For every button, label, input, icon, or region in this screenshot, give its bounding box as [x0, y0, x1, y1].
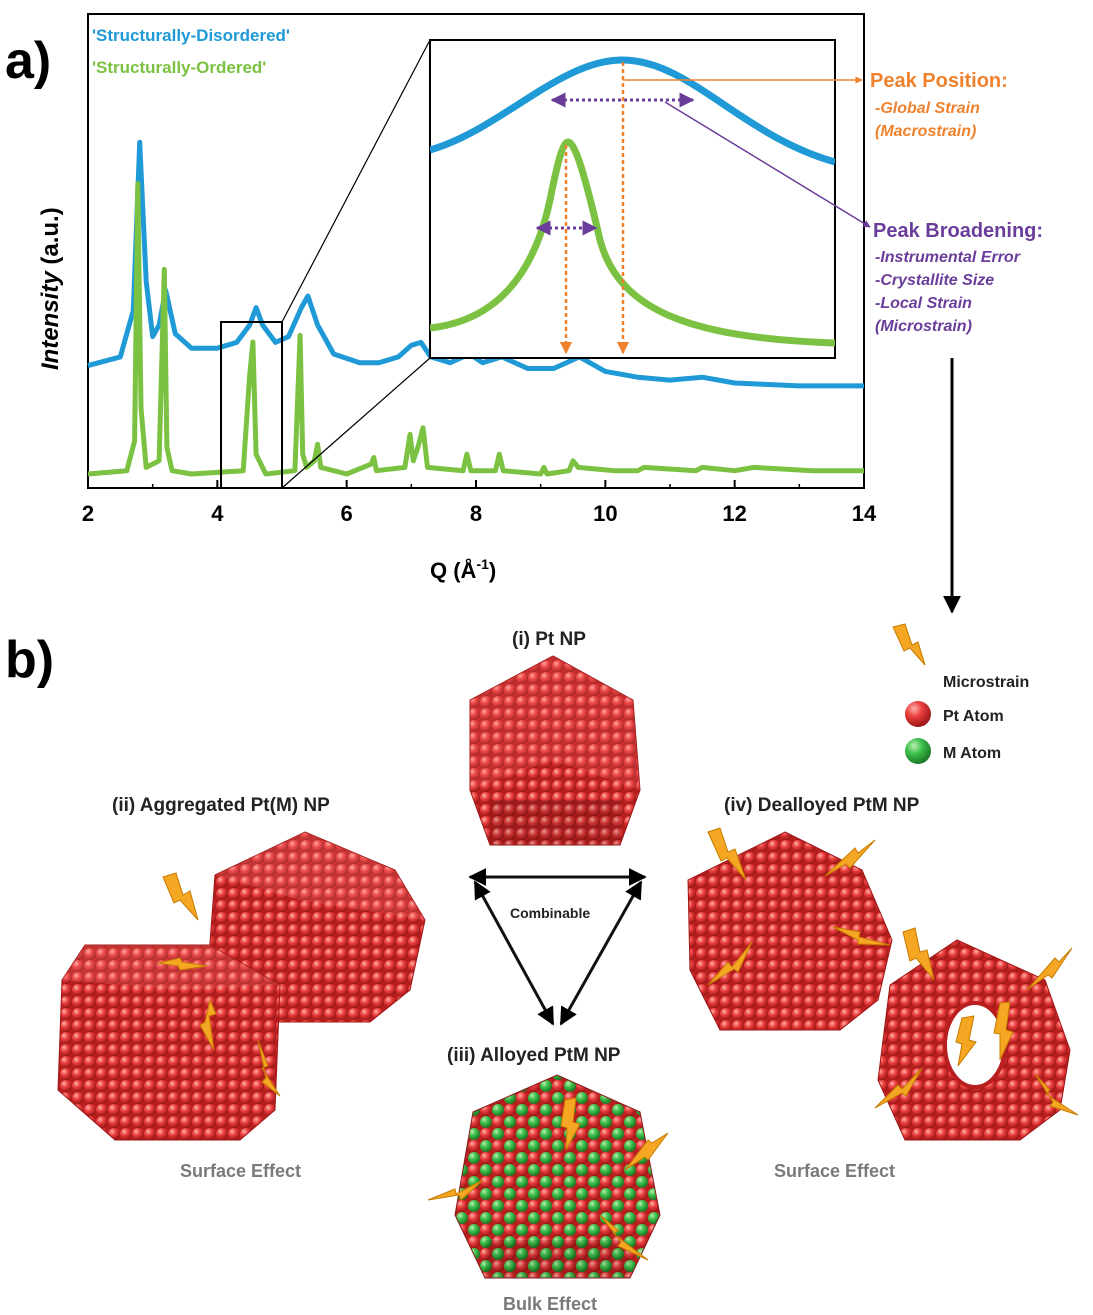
legend-pt-atom-label: Pt Atom [943, 708, 1004, 725]
aggregated-nanoparticle [57, 831, 426, 1141]
x-axis-label: Q (Å-1) [430, 556, 496, 583]
np-iii-title: (iii) Alloyed PtM NP [447, 1045, 621, 1066]
x-tick-label: 10 [593, 501, 617, 526]
np-iv-title: (iv) Dealloyed PtM NP [724, 795, 920, 816]
legend-m-atom-icon [905, 738, 931, 764]
surface-effect-right: Surface Effect [774, 1161, 895, 1181]
x-tick-label: 6 [341, 501, 353, 526]
peak-broadening-line-3: -Local Strain [875, 295, 972, 312]
inset-disordered-peak [430, 56, 835, 166]
legend-ordered: 'Structurally-Ordered' [92, 58, 266, 77]
x-tick-label: 12 [722, 501, 746, 526]
legend-microstrain-icon [892, 623, 926, 666]
aggregated-microstrain-bolts [157, 872, 281, 1097]
x-tick-label: 2 [82, 501, 94, 526]
peak-broadening-title: Peak Broadening: [873, 220, 1043, 242]
series-line-ordered [87, 181, 864, 477]
x-tick-label: 14 [852, 501, 877, 526]
main-plot-series [87, 139, 864, 477]
dealloyed-nanoparticles [687, 831, 1071, 1141]
peak-position-line-1: -Global Strain [875, 100, 980, 117]
np-i-title: (i) Pt NP [512, 629, 586, 650]
combinable-label: Combinable [510, 905, 590, 921]
inset-ordered-peak [430, 138, 835, 347]
alloyed-nanoparticle [454, 1074, 661, 1279]
zoom-connector-top [281, 39, 431, 323]
panel-a-label: a) [5, 32, 51, 90]
zoom-region-box [220, 321, 283, 489]
x-tick-label: 8 [470, 501, 482, 526]
peak-position-title: Peak Position: [870, 70, 1008, 92]
bulk-effect-label: Bulk Effect [503, 1294, 597, 1314]
peak-broadening-line-4: (Microstrain) [875, 318, 972, 335]
panel-b-label: b) [5, 631, 54, 689]
dealloyed-microstrain-bolts [707, 827, 1079, 1116]
y-axis-label: Intensity (a.u.) [37, 207, 64, 370]
alloyed-microstrain-bolts [427, 1097, 669, 1261]
np-ii-title: (ii) Aggregated Pt(M) NP [112, 795, 330, 816]
pt-nanoparticle [469, 655, 641, 846]
peak-broadening-line-1: -Instrumental Error [875, 249, 1021, 266]
broadening-leader [664, 101, 871, 228]
inset-frame [429, 39, 836, 359]
combinable-arrow-right [559, 880, 643, 1026]
peak-position-line-2: (Macrostrain) [875, 123, 976, 140]
legend-m-atom-label: M Atom [943, 745, 1001, 762]
peak-broadening-line-2: -Crystallite Size [875, 272, 994, 289]
zoom-connector-bottom [281, 357, 431, 489]
legend-microstrain-label: Microstrain [943, 674, 1029, 691]
legend-pt-atom-icon [905, 701, 931, 727]
surface-effect-left: Surface Effect [180, 1161, 301, 1181]
legend-disordered: 'Structurally-Disordered' [92, 26, 290, 45]
combinable-arrow-left [473, 880, 555, 1026]
x-axis: 2 4 6 8 10 12 14 [82, 480, 877, 526]
x-tick-label: 4 [211, 501, 224, 526]
